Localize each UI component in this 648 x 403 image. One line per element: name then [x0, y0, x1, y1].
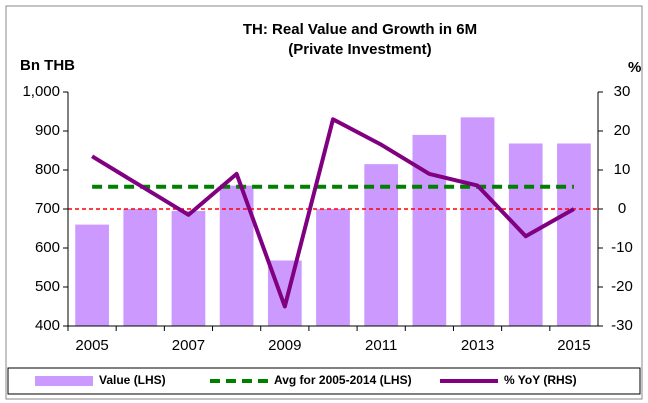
- chart-title: TH: Real Value and Growth in 6M: [243, 21, 477, 38]
- y2-tick-label: 10: [614, 161, 631, 178]
- x-tick-label: 2007: [172, 337, 205, 354]
- x-tick-label: 2015: [557, 337, 590, 354]
- bar: [364, 164, 399, 326]
- bar: [557, 143, 591, 326]
- bar: [316, 209, 350, 326]
- legend-label: Value (LHS): [99, 373, 166, 387]
- y2-tick-label: 0: [618, 200, 626, 217]
- y-tick-label: 600: [35, 239, 60, 256]
- x-tick-label: 2009: [268, 337, 301, 354]
- y2-tick-label: -20: [611, 278, 633, 295]
- y2-axis-label: %: [628, 59, 641, 76]
- legend-label: Avg for 2005-2014 (LHS): [274, 373, 412, 387]
- x-tick-label: 2013: [461, 337, 494, 354]
- y2-tick-label: 30: [614, 83, 631, 100]
- legend-label: % YoY (RHS): [504, 373, 577, 387]
- x-tick-label: 2005: [75, 337, 108, 354]
- y2-tick-label: -30: [611, 317, 633, 334]
- y-axis-label: Bn THB: [20, 57, 75, 74]
- series-line: [91, 117, 575, 309]
- chart-subtitle: (Private Investment): [288, 41, 431, 58]
- y-tick-label: 500: [35, 278, 60, 295]
- x-tick-label: 2011: [365, 337, 397, 354]
- bar: [460, 117, 495, 326]
- y-tick-label: 800: [35, 161, 60, 178]
- bar: [171, 210, 206, 326]
- bar: [75, 224, 109, 326]
- bar: [123, 209, 158, 326]
- legend-box: [7, 367, 641, 395]
- y-tick-label: 400: [35, 317, 60, 334]
- y2-tick-label: -10: [611, 239, 633, 256]
- legend-swatch: [35, 376, 93, 386]
- y2-tick-label: 20: [614, 122, 631, 139]
- y-tick-label: 1,000: [22, 83, 60, 100]
- bar: [412, 134, 447, 326]
- y-tick-label: 700: [35, 200, 60, 217]
- y-tick-label: 900: [35, 122, 60, 139]
